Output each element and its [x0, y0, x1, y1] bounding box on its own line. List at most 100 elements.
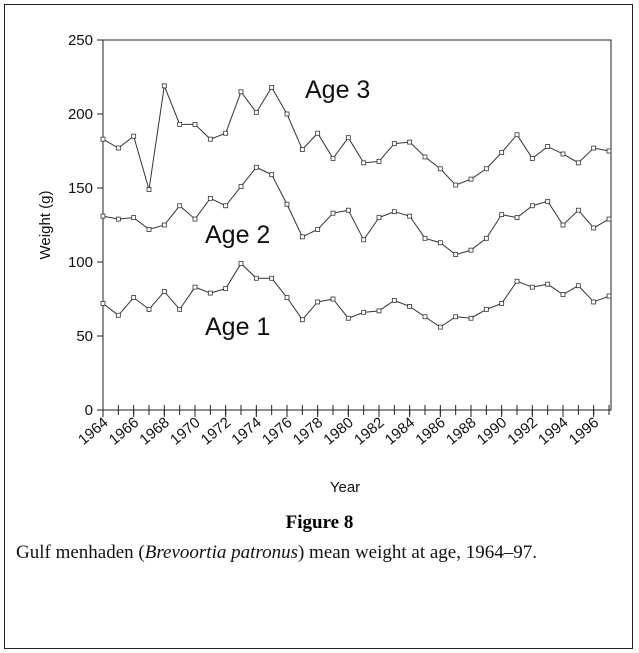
point [115, 216, 121, 222]
point [499, 150, 505, 155]
x-tick-label: 1990 [474, 414, 510, 448]
point [177, 306, 183, 312]
point [192, 284, 198, 290]
point [345, 315, 351, 321]
point [100, 136, 106, 142]
point [253, 164, 259, 170]
point [207, 195, 213, 201]
point [545, 281, 551, 287]
point [468, 247, 474, 253]
point [514, 278, 520, 284]
y-tick-label: 0 [85, 402, 93, 419]
plot-frame [102, 39, 612, 411]
series-line [102, 166, 610, 256]
figure-caption: Gulf menhaden (Brevoortia patronus) mean… [16, 540, 626, 565]
x-axis-label: Year [330, 479, 360, 496]
point [468, 176, 474, 182]
point [100, 301, 106, 306]
y-axis-label: Weight (g) [37, 191, 54, 260]
point [177, 121, 183, 127]
chart: Year Weight (g) 050100150200250196419661… [37, 32, 612, 496]
point [177, 203, 183, 209]
point [391, 298, 397, 303]
point [146, 227, 152, 232]
point [115, 145, 121, 151]
point [437, 166, 443, 172]
point [606, 148, 612, 154]
point [529, 155, 535, 161]
series-line [102, 83, 610, 190]
point [514, 215, 520, 221]
point [407, 139, 413, 145]
point [575, 283, 581, 289]
point [131, 215, 137, 221]
point [437, 240, 443, 246]
series-annotation: Age 1 [205, 313, 270, 341]
point [407, 213, 413, 219]
series-annotation: Age 2 [205, 221, 270, 249]
point [269, 275, 275, 281]
y-tick-label: 150 [68, 180, 93, 197]
x-tick-label: 1986 [412, 414, 448, 448]
point [330, 296, 336, 302]
point [483, 166, 489, 172]
point [591, 299, 597, 305]
point [238, 89, 244, 95]
point [391, 209, 397, 215]
point [299, 234, 305, 240]
caption-text: Gulf menhaden ( [16, 542, 145, 563]
x-tick-label: 1976 [259, 414, 295, 448]
point [345, 207, 351, 213]
series-annotation: Age 3 [305, 76, 370, 104]
point [284, 111, 290, 117]
x-tick-label: 1972 [198, 414, 234, 448]
point [345, 135, 351, 141]
point [560, 222, 566, 228]
x-tick-label: 1980 [320, 414, 356, 448]
point [422, 154, 428, 160]
y-tick-label: 200 [68, 106, 93, 123]
point [376, 308, 382, 314]
point [161, 83, 167, 89]
point [131, 295, 137, 300]
x-tick-label: 1970 [167, 414, 203, 448]
point [529, 203, 535, 209]
x-tick-label: 1974 [228, 414, 264, 448]
x-tick-label: 1984 [382, 414, 418, 448]
point [560, 151, 566, 157]
y-tick-label: 50 [76, 328, 93, 345]
x-tick-label: 1996 [566, 414, 602, 448]
point [361, 160, 367, 166]
y-tick-label: 250 [68, 32, 93, 49]
point [192, 216, 198, 222]
point [330, 155, 336, 161]
point [575, 207, 581, 213]
x-tick-label: 1982 [351, 414, 387, 448]
x-tick-label: 1968 [136, 414, 172, 448]
x-tick-label: 1988 [443, 414, 479, 448]
point [468, 315, 474, 321]
point [238, 184, 244, 189]
figure-label: Figure 8 [285, 512, 354, 533]
point [453, 252, 459, 258]
point [146, 187, 152, 192]
point [284, 201, 290, 207]
point [238, 261, 244, 266]
x-tick-label: 1966 [106, 414, 142, 448]
point [453, 182, 459, 188]
point [606, 293, 612, 299]
point [575, 160, 581, 166]
point [192, 121, 198, 127]
point [483, 306, 489, 312]
caption-text: ) mean weight at age, 1964–97. [297, 542, 537, 563]
point [223, 130, 229, 136]
point [407, 303, 413, 309]
point [422, 314, 428, 320]
point [100, 213, 106, 219]
point [223, 203, 229, 209]
point [437, 324, 443, 330]
point [223, 286, 229, 292]
x-tick-label: 1978 [290, 414, 326, 448]
point [330, 210, 336, 216]
